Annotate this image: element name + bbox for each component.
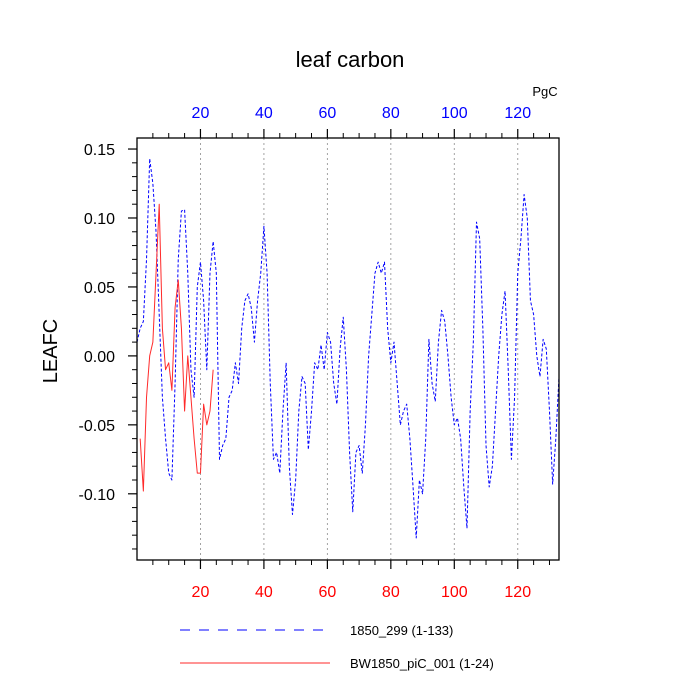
- x-tick-label-top: 20: [192, 105, 210, 122]
- x-tick-label-top: 120: [504, 105, 531, 122]
- y-tick-label: 0.05: [84, 280, 115, 297]
- legend-label-1: 1850_299 (1-133): [350, 623, 453, 638]
- chart-title: leaf carbon: [296, 47, 405, 72]
- units-label: PgC: [532, 84, 557, 99]
- x-tick-label-top: 100: [441, 105, 468, 122]
- legend: 1850_299 (1-133) BW1850_piC_001 (1-24): [180, 623, 494, 671]
- series-line-1: [137, 158, 559, 539]
- series-line-2: [139, 203, 214, 492]
- gridlines: [200, 138, 519, 560]
- y-axis-label: LEAFC: [40, 319, 62, 383]
- x-tick-label-bottom: 60: [318, 584, 336, 601]
- x-tick-label-top: 40: [255, 105, 273, 122]
- axis-ticks: [128, 129, 550, 569]
- x-tick-label-bottom: 120: [504, 584, 531, 601]
- legend-label-2: BW1850_piC_001 (1-24): [350, 656, 494, 671]
- y-tick-label: -0.05: [79, 418, 116, 435]
- x-tick-label-bottom: 40: [255, 584, 273, 601]
- plot-frame: [136, 137, 560, 561]
- series-lines: [137, 158, 559, 539]
- x-tick-label-bottom: 80: [382, 584, 400, 601]
- y-tick-label: 0.15: [84, 142, 115, 159]
- y-tick-label: 0.00: [84, 349, 115, 366]
- y-tick-label: -0.10: [79, 487, 116, 504]
- x-tick-label-top: 80: [382, 105, 400, 122]
- x-tick-label-top: 60: [318, 105, 336, 122]
- tick-labels: 20 20 40 40 60 60 80 80 100 100 120 120 0.15 0.10 0.05…: [79, 105, 532, 601]
- x-tick-label-bottom: 100: [441, 584, 468, 601]
- y-tick-label: 0.10: [84, 211, 115, 228]
- x-tick-label-bottom: 20: [192, 584, 210, 601]
